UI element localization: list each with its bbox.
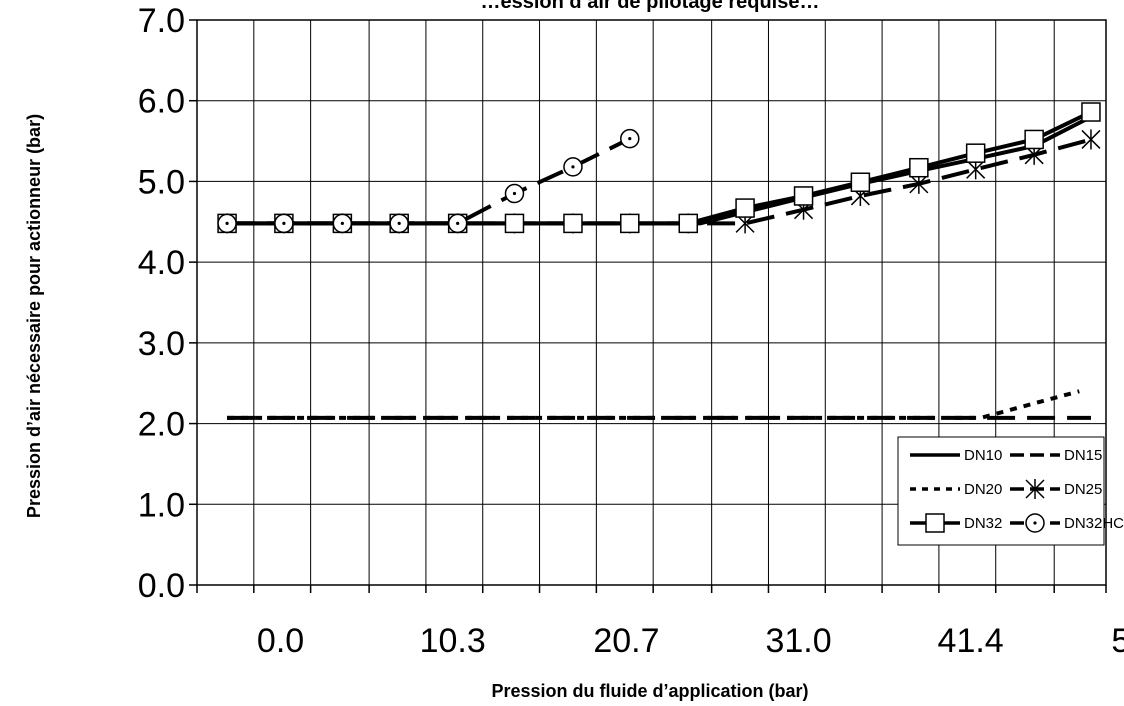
series-dn32-point [504,213,525,234]
series-dn32hc-point-dot [456,221,460,225]
x-axis-title: Pression du fluide d’application (bar) [491,681,808,701]
series-dn32-point [678,213,699,234]
axes [189,19,1107,593]
series-dn32hc-point-dot [340,221,344,225]
x-tick-labels: 0.0 10.3 20.7 31.0 41.4 51.0 [257,622,1124,660]
series-dn20-line [227,389,1080,420]
y-tick-labels: 0.0 1.0 2.0 3.0 4.0 5.0 6.0 7.0 [138,2,185,605]
series-dn32hc-point [447,213,468,234]
legend-marker-dn32hc-dot [1033,521,1037,525]
series-dn32hc-point [217,213,237,234]
series-dn32-point [563,213,583,234]
series-dn32-point [909,157,929,178]
y-tick-label: 5.0 [138,163,185,201]
y-tick-label: 2.0 [138,406,185,444]
y-tick-label: 6.0 [138,83,185,121]
series-dn32hc-point [504,183,525,204]
plot-border [196,19,1107,586]
x-tick-label: 20.7 [593,622,659,660]
series-dn32hc-point [274,213,294,234]
series-dn32-point [850,172,871,192]
chart-title: …ession d’air de pilotage requise… [481,0,820,13]
y-tick-label: 0.0 [138,567,185,605]
series-dn32-point [1024,129,1044,150]
legend-marker-dn32hc [1025,513,1045,533]
series-dn32-point [735,198,755,218]
x-tick-label: 41.4 [938,622,1004,660]
y-tick-label: 7.0 [138,2,185,40]
series-dn32hc-point-dot [282,221,286,225]
legend-marker-dn25 [1025,479,1045,499]
series-dn32-point [620,213,640,234]
y-tick-label: 3.0 [138,325,185,363]
series-dn32hc-point-dot [397,221,401,225]
legend-label-dn25: DN25 [1064,481,1102,498]
legend-label-dn20: DN20 [964,481,1002,498]
legend: DN10 DN15 DN20 DN25 DN32 DN32HC [897,436,1124,546]
series-dn32hc [217,128,640,234]
series-layer [217,102,1101,420]
series-dn25-point [1081,129,1101,150]
y-axis-title: Pression d’air nécessaire pour actionneu… [24,114,44,518]
legend-label-dn32: DN32 [964,515,1002,532]
legend-label-dn10: DN10 [964,447,1002,464]
y-tick-label: 1.0 [138,486,185,524]
series-dn32hc-point-dot [571,165,575,169]
series-dn32hc-point-dot [628,137,632,141]
x-tick-label: 0.0 [257,622,304,660]
x-tick-label: 10.3 [420,622,486,660]
series-dn32hc-point-dot [225,221,229,225]
series-dn32hc-point [332,213,353,234]
series-dn32hc-point [389,213,409,234]
series-dn32-point [965,143,986,163]
legend-marker-dn32 [925,513,945,533]
legend-label-dn32hc: DN32HC [1064,515,1124,532]
series-dn20 [227,389,1080,420]
y-tick-label: 4.0 [138,244,185,282]
series-dn32hc-point-dot [512,191,517,196]
series-dn32-point [1081,102,1101,122]
series-dn32hc-point [620,128,640,149]
legend-label-dn15: DN15 [1064,447,1102,464]
x-tick-label: 51.0 [1111,622,1124,660]
series-dn32hc-point [563,157,583,177]
series-dn32-point [793,186,814,206]
x-tick-label: 31.0 [765,622,831,660]
